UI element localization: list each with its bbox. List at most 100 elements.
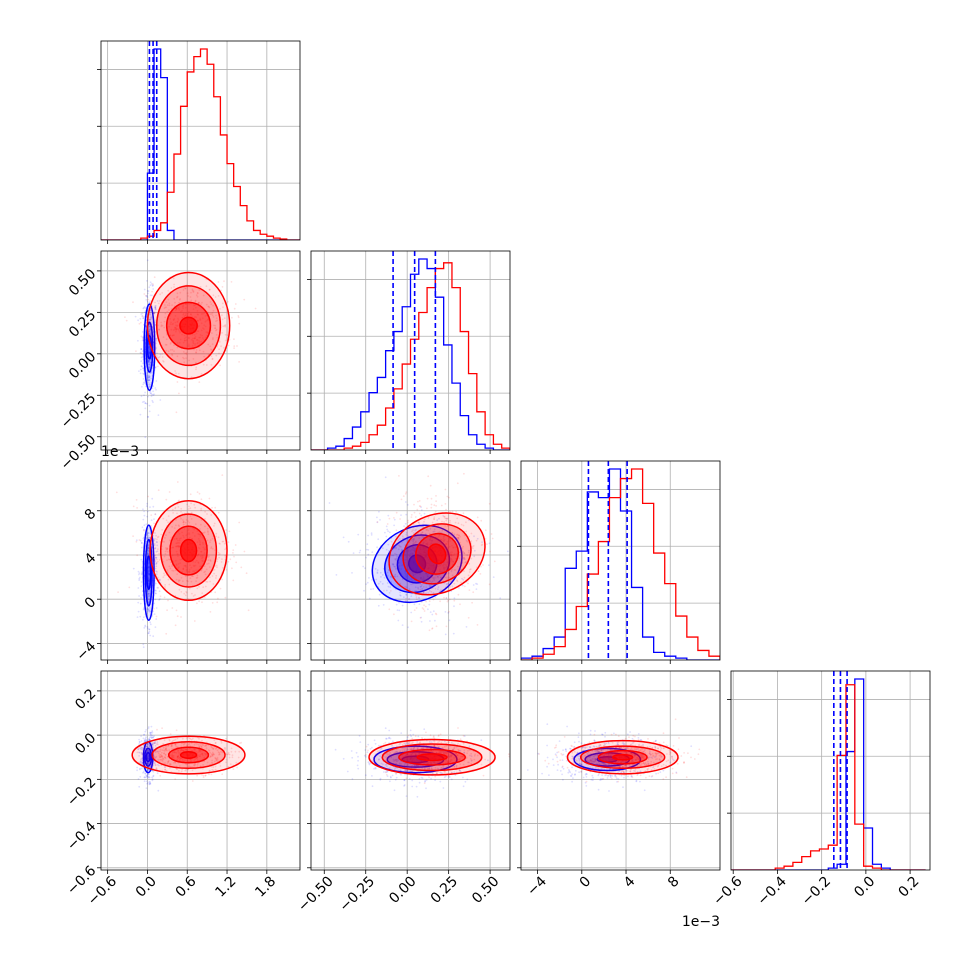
x-tick-label: −0.4	[755, 873, 790, 908]
y-tick-label: 4	[82, 550, 100, 568]
histogram-series-1	[101, 48, 300, 240]
contour-series-0	[384, 534, 451, 594]
y-tick-label: −4	[73, 638, 99, 664]
contour-series-1	[167, 746, 210, 764]
contour-series-0	[145, 321, 154, 373]
scatter-panel-3-0	[97, 670, 301, 874]
x-tick-label: 0	[577, 873, 595, 891]
y-tick-label: −0.4	[64, 819, 99, 854]
contour-series-1	[151, 741, 226, 770]
contour-series-1	[179, 750, 198, 760]
histogram-series-1	[731, 684, 926, 870]
contour-series-1	[415, 532, 460, 575]
contour-series-0	[373, 745, 458, 774]
histogram-panel-2	[517, 460, 721, 664]
x-tick-label: −0.2	[799, 873, 834, 908]
y-tick-label: 0.50	[66, 266, 99, 299]
contour-series-1	[146, 271, 231, 380]
y-tick-label: 0	[82, 594, 100, 612]
x-tick-label: 0.2	[895, 873, 922, 900]
panel-content	[521, 671, 720, 870]
histogram-series-0	[101, 48, 300, 240]
y-tick-label: 0.00	[66, 349, 99, 382]
x-offset-label: 1e−3	[682, 914, 720, 930]
y-tick-label: 0.25	[66, 307, 99, 340]
histogram-panel-3	[727, 670, 931, 874]
panel-frame	[310, 460, 511, 661]
x-tick-label: 8	[665, 873, 683, 891]
histogram-series-1	[311, 262, 510, 450]
contour-series-1	[159, 513, 218, 588]
contour-series-0	[143, 303, 156, 392]
panel-content	[311, 461, 510, 660]
panel-frame	[730, 670, 931, 871]
y-tick-label: −0.25	[58, 390, 100, 432]
density-fill	[428, 544, 446, 564]
contour-series-0	[145, 752, 151, 763]
histogram-series-0	[731, 678, 926, 870]
panel-frame	[100, 670, 301, 871]
contour-series-0	[371, 524, 463, 604]
density-fill	[179, 317, 198, 334]
contour-series-1	[402, 523, 472, 585]
panel-frame	[100, 460, 301, 661]
contour-series-1	[398, 748, 466, 766]
histogram-series-0	[521, 468, 720, 660]
x-tick-label: −4	[524, 873, 550, 899]
contour-series-1	[427, 543, 447, 565]
contour-series-1	[149, 500, 228, 602]
contour-series-1	[169, 525, 208, 576]
panels	[97, 40, 931, 874]
histogram-series-0	[311, 258, 510, 450]
contour-series-1	[388, 512, 486, 596]
y-tick-label: 0.0	[72, 730, 99, 757]
histogram-panel-1	[307, 250, 511, 454]
scatter-panel-3-2	[517, 670, 721, 874]
panel-content	[101, 671, 300, 870]
panel-content	[101, 41, 300, 240]
density-fill	[180, 539, 197, 562]
y-tick-label: 0.2	[72, 686, 99, 713]
contour-series-1	[579, 745, 666, 770]
contour-series-1	[612, 753, 634, 761]
x-tick-label: 1.8	[252, 873, 279, 900]
contour-series-1	[597, 749, 648, 765]
x-tick-label: 1.2	[212, 873, 239, 900]
panel-content	[521, 461, 720, 660]
contour-series-0	[407, 554, 427, 574]
panel-frame	[520, 460, 721, 661]
panel-content	[101, 461, 300, 660]
contour-series-1	[381, 743, 483, 772]
contour-series-1	[368, 738, 496, 776]
panel-frame	[100, 40, 301, 241]
x-tick-label: 0.25	[428, 873, 461, 906]
scatter-panel-2-1	[307, 460, 511, 664]
y-tick-label: −0.2	[64, 774, 99, 809]
panel-content	[101, 251, 300, 450]
x-tick-label: 0.00	[386, 873, 419, 906]
y-tick-label: 8	[82, 506, 100, 524]
panel-frame	[310, 250, 511, 451]
panel-content	[311, 671, 510, 870]
contour-series-1	[155, 285, 222, 367]
panel-frame	[100, 250, 301, 451]
contour-series-1	[179, 538, 198, 563]
scatter-panel-3-1	[307, 670, 511, 874]
x-tick-label: −0.50	[295, 873, 337, 915]
panel-content	[311, 251, 510, 450]
contour-series-0	[144, 538, 153, 607]
histogram-series-1	[521, 468, 720, 660]
scatter-panel-1-0	[97, 250, 301, 454]
density-fill	[146, 752, 151, 762]
contour-series-1	[566, 739, 679, 775]
density-fill	[417, 753, 447, 761]
x-tick-label: 0.0	[133, 873, 160, 900]
y-offset-label: 1e−3	[101, 444, 139, 460]
scatter-panel-2-0	[97, 460, 301, 664]
x-tick-label: 4	[621, 873, 639, 891]
density-fill	[612, 754, 633, 760]
x-tick-label: −0.6	[710, 873, 745, 908]
contour-series-0	[146, 555, 152, 590]
contour-series-0	[144, 747, 153, 767]
